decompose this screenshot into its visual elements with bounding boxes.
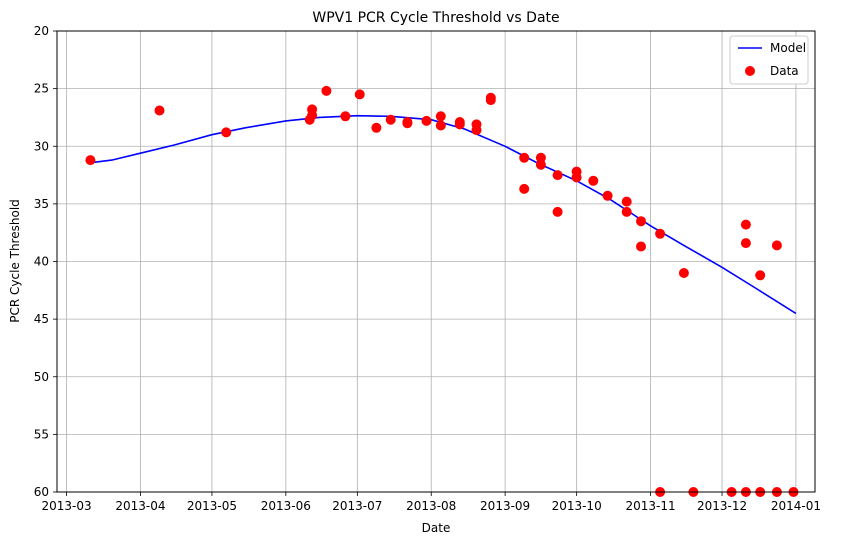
x-ticks: 2013-03 2013-04 2013-05 2013-06 2013-07 2013-… [41, 492, 821, 513]
x-tick-label: 2013-11 [625, 499, 675, 513]
data-point [402, 118, 413, 129]
y-tick-label: 35 [34, 197, 49, 211]
x-tick-label: 2013-04 [115, 499, 165, 513]
y-tick-label: 50 [34, 370, 49, 384]
data-series [85, 85, 799, 497]
x-tick-label: 2013-03 [41, 499, 91, 513]
data-point [154, 105, 165, 116]
data-point [621, 196, 632, 207]
data-point [485, 95, 496, 106]
data-point [636, 241, 646, 252]
y-tick-label: 30 [34, 139, 49, 153]
y-ticks: 20 25 30 35 40 45 50 55 60 [34, 24, 57, 499]
data-point [307, 104, 318, 115]
y-tick-label: 20 [34, 24, 49, 38]
chart-title: WPV1 PCR Cycle Threshold vs Date [312, 10, 559, 26]
data-point [321, 85, 332, 96]
data-point [371, 122, 382, 133]
x-tick-label: 2013-08 [406, 499, 456, 513]
data-point [740, 238, 751, 249]
data-point [602, 190, 613, 201]
legend-model-label: Model [770, 41, 806, 55]
data-point [421, 115, 432, 126]
legend-data-label: Data [770, 64, 799, 78]
y-tick-label: 25 [34, 82, 49, 96]
plot-frame [56, 30, 816, 493]
data-point [354, 89, 365, 100]
y-axis-label: PCR Cycle Threshold [8, 199, 22, 323]
data-point [340, 111, 351, 122]
data-point [621, 206, 632, 217]
x-tick-label: 2014-01 [771, 499, 821, 513]
data-point [435, 111, 446, 122]
data-point [454, 119, 465, 130]
data-point [471, 125, 482, 136]
data-point [588, 175, 599, 186]
x-tick-label: 2013-09 [480, 499, 530, 513]
data-point [519, 152, 530, 163]
y-tick-label: 40 [34, 255, 49, 269]
data-point [655, 228, 666, 239]
data-point [636, 216, 646, 227]
data-point [85, 155, 96, 166]
legend-data-swatch [745, 66, 755, 76]
data-point [552, 206, 563, 217]
data-point [771, 240, 782, 251]
x-axis-label: Date [422, 521, 451, 535]
legend: Model Data [729, 35, 809, 85]
y-tick-label: 60 [34, 485, 49, 499]
data-point [385, 114, 396, 125]
x-tick-label: 2013-05 [187, 499, 237, 513]
data-point [678, 268, 689, 278]
data-point [740, 219, 751, 230]
data-point [535, 152, 546, 163]
x-tick-label: 2013-12 [697, 499, 747, 513]
y-tick-label: 45 [34, 312, 49, 326]
data-point [221, 127, 232, 138]
data-point [535, 159, 546, 170]
x-tick-label: 2013-07 [332, 499, 382, 513]
x-tick-label: 2013-10 [552, 499, 602, 513]
data-point [519, 183, 530, 194]
data-point [571, 172, 582, 183]
data-point [552, 170, 563, 181]
x-tick-label: 2013-06 [261, 499, 311, 513]
y-tick-label: 55 [34, 427, 49, 441]
data-point [435, 120, 446, 131]
data-point [755, 270, 766, 281]
